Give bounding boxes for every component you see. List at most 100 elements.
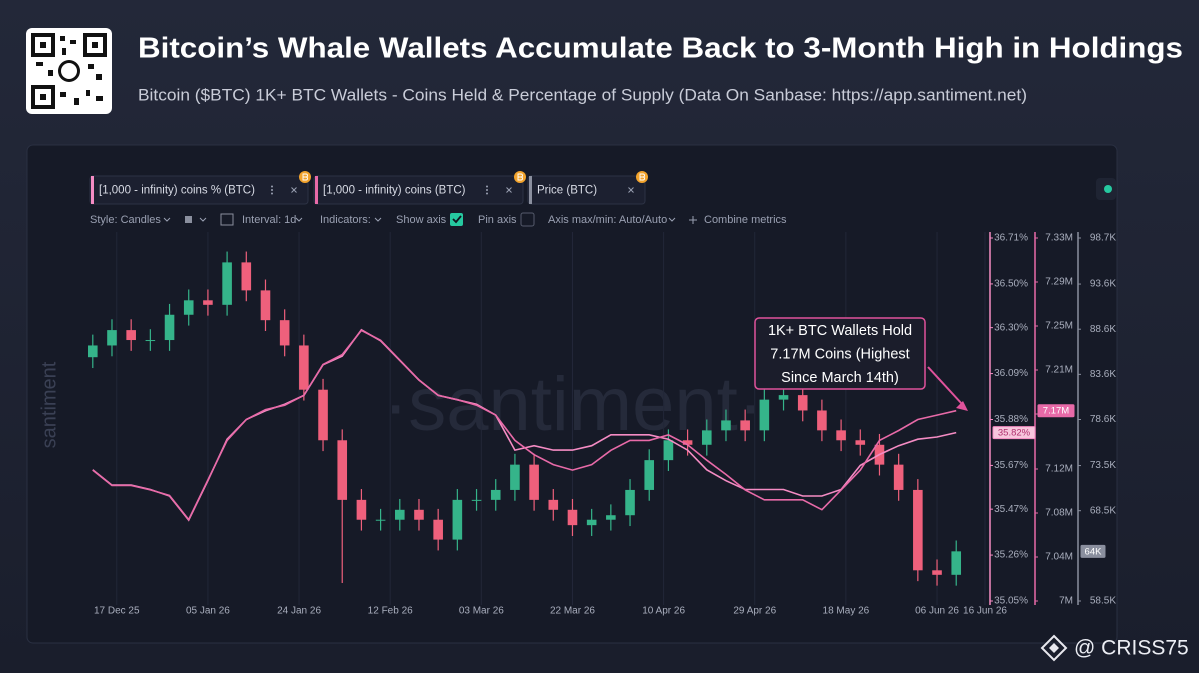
candle-body — [260, 290, 271, 321]
annotation-arrowhead — [956, 401, 968, 411]
annotation-text: Since March 14th) — [781, 370, 899, 386]
last-value-label: 35.82% — [998, 428, 1031, 439]
toolbar-item[interactable]: Combine metrics — [704, 214, 787, 226]
chip-box — [89, 175, 309, 205]
y-tick-label: 35.67% — [994, 460, 1028, 471]
candle-body — [529, 464, 539, 500]
candle-body — [126, 330, 136, 341]
x-tick-label: 12 Feb 26 — [368, 606, 413, 617]
candle-body — [567, 509, 578, 526]
y-tick-label: 88.6K — [1090, 324, 1116, 335]
candle-body — [107, 330, 117, 346]
chip-box — [527, 175, 646, 205]
candle-body — [183, 300, 194, 315]
y-tick-label: 7.25M — [1045, 321, 1073, 332]
candle-body — [797, 395, 808, 411]
menu-dot — [271, 185, 273, 188]
status-dot — [1104, 185, 1112, 193]
candle-body — [740, 420, 750, 431]
candle-body — [164, 314, 175, 341]
candle-body — [644, 460, 655, 490]
x-tick-label: 03 Mar 26 — [459, 606, 504, 617]
toolbar-item[interactable]: Style: Candles — [90, 214, 161, 226]
watermark-side: santiment — [38, 361, 60, 448]
checkbox[interactable] — [450, 213, 463, 226]
chip-box — [313, 175, 524, 205]
y-tick-label: 7.12M — [1045, 464, 1073, 475]
footer: @ CRISS75 — [1074, 637, 1189, 660]
candle-body — [414, 509, 424, 520]
candle-body — [337, 440, 348, 500]
candle-body — [471, 499, 482, 501]
qr-code — [26, 28, 112, 114]
toolbar-item[interactable]: Axis max/min: Auto/Auto — [548, 214, 667, 226]
candle-body — [433, 519, 443, 540]
y-tick-label: 7.29M — [1045, 277, 1073, 288]
candle-body — [701, 430, 712, 445]
y-tick-label: 36.30% — [994, 322, 1028, 333]
candle-body — [625, 489, 635, 516]
toolbar-item[interactable]: Show axis — [396, 214, 447, 226]
x-tick-label: 10 Apr 26 — [642, 606, 685, 617]
legend-chip[interactable]: [1,000 - infinity) coins (BTC) — [313, 171, 526, 205]
candle-body — [951, 551, 962, 575]
toolbar-item[interactable]: Pin axis — [478, 214, 517, 226]
watermark: ·santiment· — [383, 362, 763, 447]
y-tick-label: 36.71% — [994, 233, 1028, 244]
candle-body — [510, 464, 520, 490]
close-icon — [628, 187, 634, 193]
annotation-arrow — [927, 366, 963, 405]
menu-dot — [271, 192, 273, 195]
candle-body — [759, 399, 770, 431]
x-tick-label: 18 May 26 — [823, 606, 870, 617]
plot-area — [88, 251, 962, 586]
y-tick-label: 73.5K — [1090, 460, 1116, 471]
candle-body — [586, 519, 597, 526]
candle-body — [88, 345, 98, 358]
x-tick-label: 17 Dec 25 — [94, 606, 140, 617]
x-tick-label: 06 Jun 26 — [915, 606, 959, 617]
last-value-badge — [1037, 404, 1075, 418]
plus-icon — [689, 216, 697, 224]
last-value-badge — [992, 426, 1036, 440]
candle-body — [836, 430, 846, 441]
y-tick-label: 7.21M — [1045, 365, 1073, 376]
y-tick-label: 78.6K — [1090, 414, 1116, 425]
title: Bitcoin’s Whale Wallets Accumulate Back … — [138, 33, 1183, 65]
candle-body — [721, 420, 731, 431]
checkbox[interactable] — [520, 212, 535, 227]
menu-dot — [486, 189, 488, 191]
candle-body — [663, 440, 674, 461]
candle-body — [490, 489, 501, 500]
legend-chip[interactable]: Price (BTC) — [527, 171, 648, 205]
toolbar-item[interactable]: Interval: 1d — [242, 214, 296, 226]
candle-body — [299, 345, 309, 390]
x-tick-label: 29 Apr 26 — [733, 606, 776, 617]
y-tick-label: 35.47% — [994, 504, 1028, 515]
subtitle: Bitcoin ($BTC) 1K+ BTC Wallets - Coins H… — [138, 85, 1027, 104]
menu-dot — [486, 192, 488, 195]
candle-body — [356, 499, 367, 520]
last-value-label: 7.17M — [1043, 406, 1069, 417]
y-tick-label: 93.6K — [1090, 279, 1116, 290]
chip-color — [315, 176, 318, 204]
x-tick-label: 05 Jan 26 — [186, 606, 230, 617]
close-icon — [506, 187, 512, 193]
candle-body — [893, 464, 904, 490]
check-mark — [452, 215, 462, 224]
y-tick-label: 7M — [1059, 596, 1073, 607]
annotation-text: 7.17M Coins (Highest — [770, 346, 909, 362]
chip-color — [529, 176, 532, 204]
candle-body — [279, 320, 290, 346]
legend-label: Price (BTC) — [537, 185, 597, 197]
legend-chip[interactable]: [1,000 - infinity) coins % (BTC) — [89, 171, 311, 205]
legend-label: [1,000 - infinity) coins % (BTC) — [99, 185, 255, 197]
candle-body — [452, 499, 463, 540]
toolbar-item[interactable]: Indicators: — [320, 214, 371, 226]
y-tick-label: 7.33M — [1045, 233, 1073, 244]
chip-color — [91, 176, 94, 204]
legend-label: [1,000 - infinity) coins (BTC) — [323, 185, 466, 197]
annotation-text: 1K+ BTC Wallets Hold — [768, 323, 912, 339]
x-tick-label: 22 Mar 26 — [550, 606, 595, 617]
